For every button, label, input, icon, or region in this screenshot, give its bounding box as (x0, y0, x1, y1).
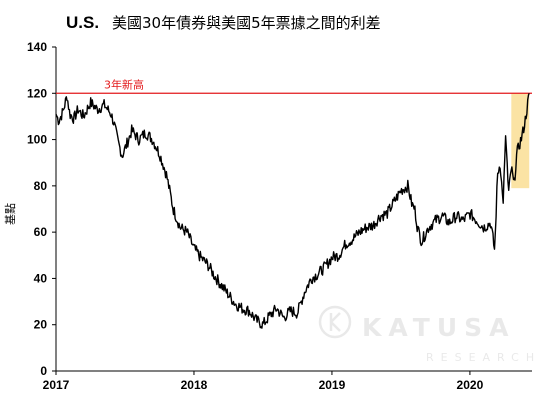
y-tick-label: 100 (27, 133, 47, 147)
x-tick-label: 2019 (319, 378, 346, 392)
series-group (55, 93, 530, 329)
x-tick-label: 2018 (181, 378, 208, 392)
watermark-sub: RESEARCH (426, 351, 541, 364)
series-line (55, 93, 530, 329)
reference-line-label: 3年新高 (104, 77, 144, 91)
y-ticks: 0 20 40 60 80 100 120 140 (27, 40, 56, 378)
x-tick-label: 2017 (43, 378, 70, 392)
y-axis-label: 基點 (4, 203, 17, 225)
y-tick-label: 140 (27, 40, 47, 54)
y-tick-label: 80 (34, 179, 48, 193)
y-tick-label: 40 (34, 271, 48, 285)
chart-title: 美國30年債券與美國5年票據之間的利差 (112, 14, 381, 32)
y-tick-label: 60 (34, 225, 48, 239)
y-tick-label: 20 (34, 318, 48, 332)
x-ticks: 2017 2018 2019 2020 (43, 371, 484, 392)
y-tick-label: 120 (27, 86, 47, 100)
watermark-logo-k-icon (329, 312, 341, 332)
chart-title-lead: U.S. (66, 13, 99, 32)
y-tick-label: 0 (40, 364, 47, 378)
x-tick-label: 2020 (457, 378, 484, 392)
katusa-watermark: KATUSA RESEARCH (318, 305, 541, 364)
watermark-logo-icon (318, 305, 352, 339)
watermark-brand: KATUSA (362, 313, 516, 342)
